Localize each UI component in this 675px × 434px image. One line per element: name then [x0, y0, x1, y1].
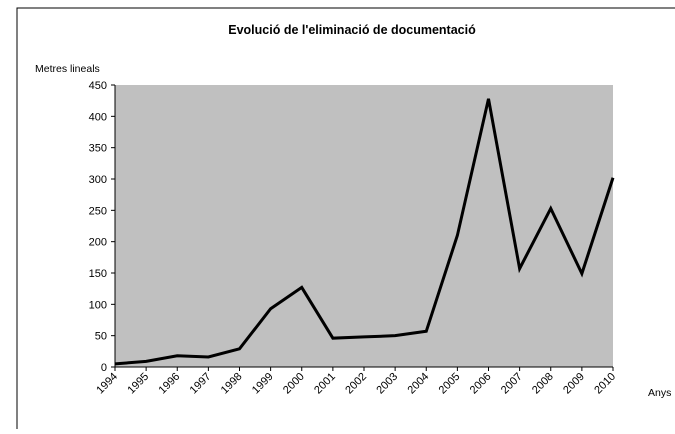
x-axis-label: Anys — [648, 387, 671, 399]
y-tick-label: 450 — [89, 80, 107, 92]
y-tick-label: 0 — [101, 362, 107, 374]
y-tick-label: 300 — [89, 174, 107, 186]
line — [114, 98, 615, 366]
y-tick-label: 50 — [95, 331, 107, 343]
y-axis-label: Metres lineals — [35, 63, 100, 75]
chart-title: Evolució de l'eliminació de documentació — [228, 23, 476, 37]
y-tick-label: 200 — [89, 237, 107, 249]
y-tick-label: 150 — [89, 268, 107, 280]
y-tick-label: 400 — [89, 111, 107, 123]
y-tick-label: 350 — [89, 143, 107, 155]
y-tick-label: 100 — [89, 299, 107, 311]
y-tick-label: 250 — [89, 205, 107, 217]
plot-area — [115, 85, 613, 367]
